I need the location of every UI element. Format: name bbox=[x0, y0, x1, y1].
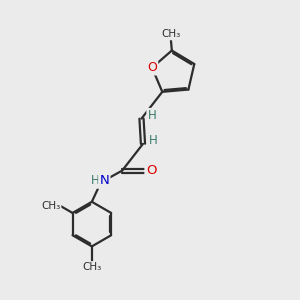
Text: H: H bbox=[91, 175, 100, 188]
Text: CH₃: CH₃ bbox=[161, 29, 180, 39]
Text: O: O bbox=[146, 164, 156, 177]
Text: CH₃: CH₃ bbox=[82, 262, 101, 272]
Text: H: H bbox=[148, 109, 156, 122]
Text: O: O bbox=[147, 61, 157, 74]
Text: N: N bbox=[100, 175, 109, 188]
Text: H: H bbox=[149, 134, 158, 147]
Text: CH₃: CH₃ bbox=[41, 201, 60, 211]
